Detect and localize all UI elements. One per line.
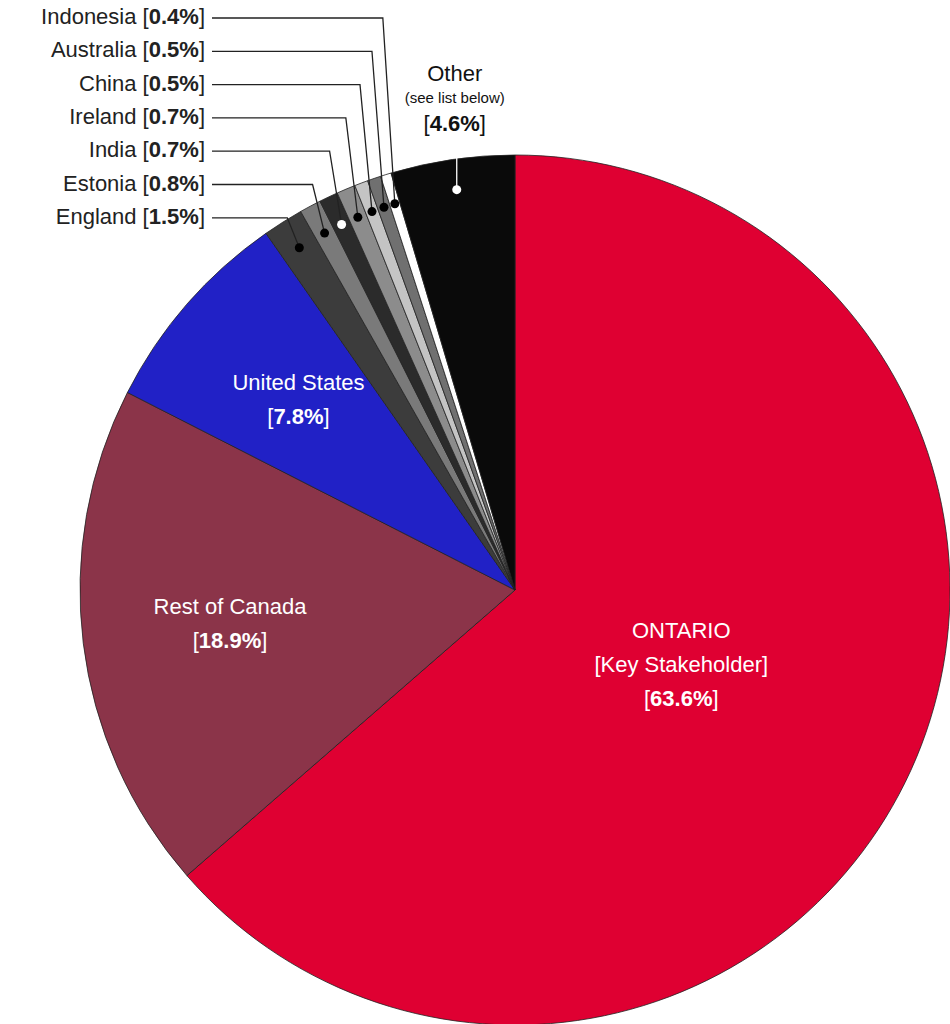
- svg-text:[Key Stakeholder]: [Key Stakeholder]: [594, 652, 768, 677]
- svg-text:Other: Other: [427, 61, 482, 86]
- svg-text:[7.8%]: [7.8%]: [267, 404, 329, 429]
- svg-text:China [0.5%]: China [0.5%]: [79, 70, 205, 95]
- svg-text:England [1.5%]: England [1.5%]: [56, 204, 205, 229]
- svg-text:[18.9%]: [18.9%]: [193, 628, 268, 653]
- svg-text:Estonia [0.8%]: Estonia [0.8%]: [63, 170, 205, 195]
- svg-text:(see list below): (see list below): [405, 89, 505, 106]
- svg-text:Rest of Canada: Rest of Canada: [154, 594, 308, 619]
- svg-text:[4.6%]: [4.6%]: [424, 111, 486, 136]
- svg-text:Indonesia [0.4%]: Indonesia [0.4%]: [41, 4, 205, 29]
- svg-text:[63.6%]: [63.6%]: [644, 686, 719, 711]
- svg-text:ONTARIO: ONTARIO: [632, 618, 731, 643]
- svg-text:Ireland [0.7%]: Ireland [0.7%]: [69, 104, 205, 129]
- svg-text:India [0.7%]: India [0.7%]: [89, 137, 205, 162]
- svg-text:United States: United States: [232, 370, 364, 395]
- svg-text:Australia [0.5%]: Australia [0.5%]: [51, 37, 205, 62]
